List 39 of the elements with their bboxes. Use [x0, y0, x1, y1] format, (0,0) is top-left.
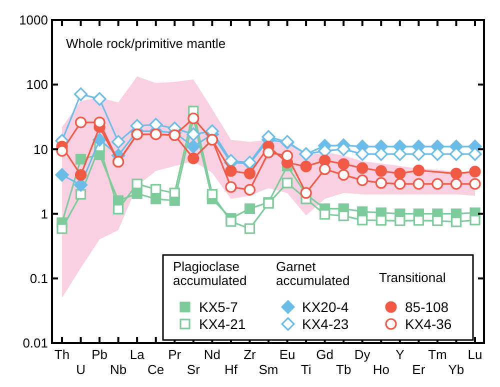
y-tick-label: 10 — [34, 142, 48, 157]
y-tick-label: 100 — [26, 77, 48, 92]
y-tick-label: 0.01 — [22, 336, 48, 351]
x-tick-label: Tm — [428, 347, 447, 362]
x-tick-label: La — [130, 347, 146, 362]
x-tick-label: Dy — [354, 347, 371, 362]
legend-label: KX4-36 — [405, 316, 452, 332]
x-tick-label: Lu — [468, 347, 482, 362]
x-tick-label: Sr — [186, 362, 201, 377]
legend-label: KX4-21 — [199, 316, 246, 332]
legend-label: 85-108 — [405, 298, 449, 315]
legend-label: KX4-23 — [302, 316, 349, 332]
annotation: Whole rock/primitive mantle — [66, 36, 226, 51]
annotation: Transitional — [379, 270, 446, 285]
x-tick-label: Th — [54, 347, 70, 362]
x-tick-label: Zr — [244, 347, 257, 362]
y-tick-label: 0.1 — [30, 270, 48, 286]
x-tick-label: Gd — [316, 347, 334, 362]
x-tick-label: Yb — [448, 362, 464, 377]
legend-label: KX5-7 — [199, 298, 238, 315]
x-tick-label: Ho — [372, 362, 390, 377]
x-tick-label: Hf — [224, 362, 238, 377]
x-tick-label: Tb — [336, 362, 352, 377]
x-tick-label: Eu — [279, 347, 296, 362]
legend-label: KX20-4 — [302, 298, 349, 315]
x-tick-label: Y — [396, 347, 405, 362]
x-tick-label: U — [76, 362, 86, 377]
x-tick-label: Pr — [168, 347, 182, 362]
x-tick-label: Ti — [300, 362, 312, 377]
annotation: Garnet accumulated — [276, 259, 350, 288]
x-tick-label: Er — [412, 362, 426, 377]
x-tick-label: Ce — [148, 362, 164, 377]
x-tick-label: Pb — [92, 347, 108, 362]
x-tick-label: Sm — [258, 362, 278, 377]
annotation: Plagioclase accumulated — [173, 259, 247, 288]
y-tick-label: 1 — [40, 206, 48, 222]
x-tick-label: Nd — [204, 347, 220, 362]
x-tick-label: Nb — [110, 362, 127, 377]
y-tick-label: 1000 — [19, 12, 48, 28]
